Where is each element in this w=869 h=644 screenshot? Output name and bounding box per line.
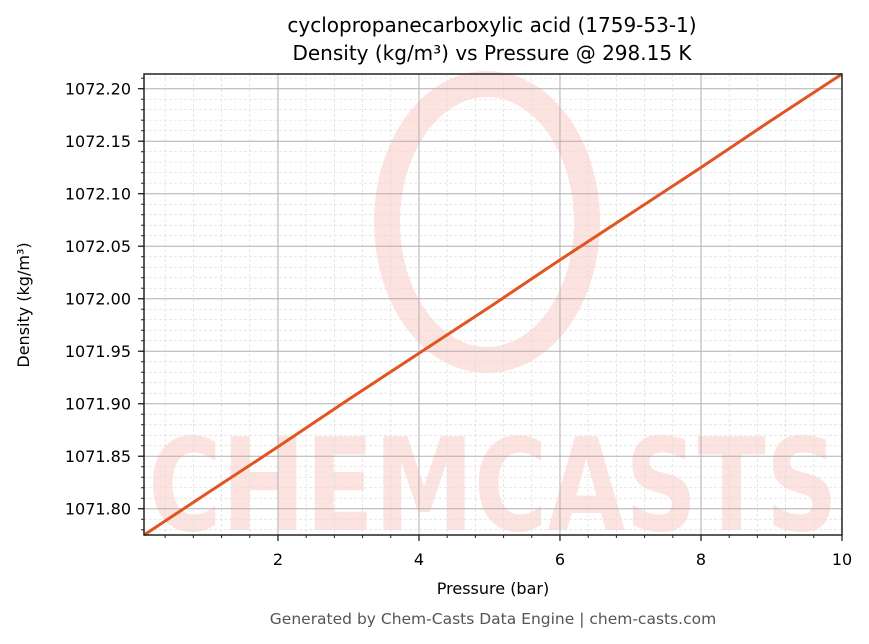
- x-tick-label: 10: [832, 550, 852, 569]
- chart-title: cyclopropanecarboxylic acid (1759-53-1): [287, 13, 696, 37]
- y-tick-label: 1072.10: [65, 185, 131, 204]
- x-axis-label: Pressure (bar): [437, 579, 549, 598]
- plot-area: CHEMCASTS: [143, 71, 843, 561]
- x-tick-label: 6: [555, 550, 565, 569]
- minor-grid: [144, 74, 842, 535]
- watermark-logo: CHEMCASTS: [148, 71, 838, 561]
- y-tick-label: 1072.20: [65, 80, 131, 99]
- watermark-text: CHEMCASTS: [148, 412, 838, 561]
- y-axis-label: Density (kg/m³): [14, 242, 33, 367]
- y-tick-label: 1072.00: [65, 290, 131, 309]
- x-axis: 2 4 6 8 10: [164, 535, 852, 569]
- data-series: [143, 72, 843, 537]
- y-tick-label: 1071.90: [65, 395, 131, 414]
- y-tick-label: 1072.15: [65, 132, 131, 151]
- plot-frame: [143, 73, 843, 536]
- y-axis: 1071.80 1071.85 1071.90 1071.95 1072.00 1072.…: [65, 77, 144, 531]
- y-tick-label: 1071.80: [65, 500, 131, 519]
- chart-subtitle: Density (kg/m³) vs Pressure @ 298.15 K: [292, 41, 692, 65]
- x-tick-label: 8: [696, 550, 706, 569]
- y-tick-label: 1071.85: [65, 447, 131, 466]
- x-tick-label: 2: [273, 550, 283, 569]
- footer-credit: Generated by Chem-Casts Data Engine | ch…: [270, 610, 716, 628]
- density-line: [143, 72, 843, 537]
- y-tick-label: 1072.05: [65, 237, 131, 256]
- x-tick-label: 4: [414, 550, 424, 569]
- y-tick-label: 1071.95: [65, 342, 131, 361]
